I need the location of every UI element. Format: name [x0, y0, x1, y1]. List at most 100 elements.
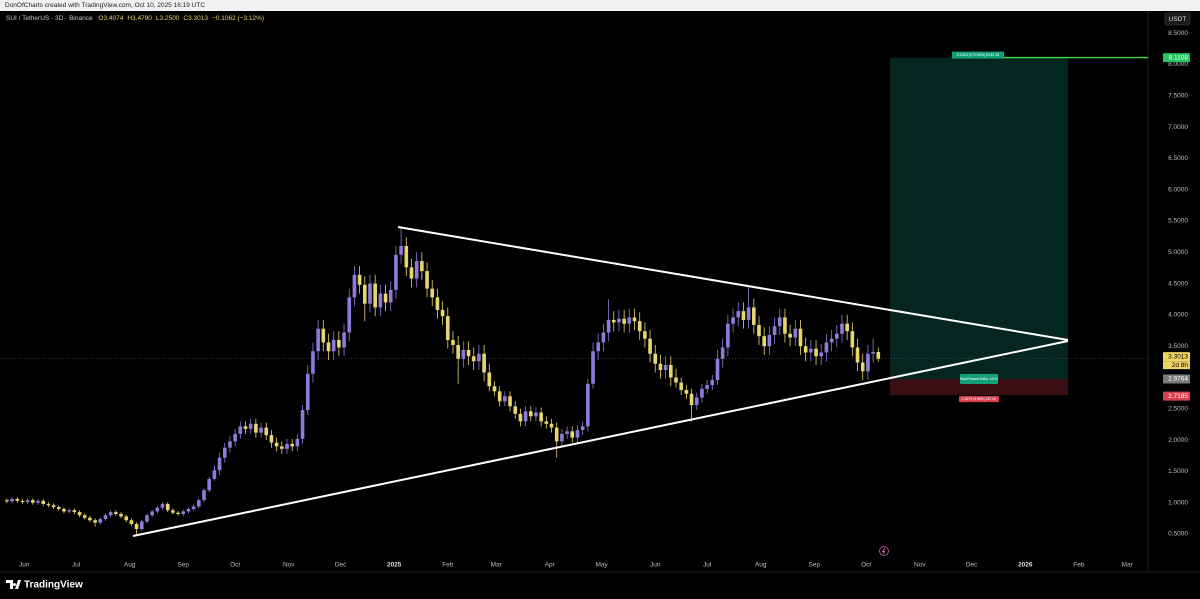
candle-body: [420, 261, 424, 272]
candle-body: [440, 309, 445, 317]
ohlc-value: C3.3013: [183, 15, 208, 22]
candle-body: [653, 353, 658, 364]
candle-body: [508, 396, 512, 407]
candle-body: [456, 344, 460, 359]
candle-body: [197, 500, 201, 507]
tradingview-logo[interactable]: TradingView: [6, 580, 83, 591]
candle-body: [259, 427, 263, 433]
candle-body: [139, 521, 144, 529]
x-tick-label: Nov: [283, 562, 295, 569]
event-marker[interactable]: [879, 546, 889, 556]
candle-body: [357, 274, 362, 285]
candle-body: [871, 352, 875, 354]
candle-body: [279, 446, 284, 449]
candle-body: [15, 498, 20, 501]
candle-body: [165, 503, 170, 511]
candle-body: [731, 317, 735, 324]
attribution: DonOfCharts created with TradingView.com…: [5, 2, 206, 9]
candle-body: [679, 382, 684, 391]
ohlc-value: H3.4790: [127, 15, 152, 22]
y-tick-label: 5.0000: [1168, 249, 1188, 256]
candle-body: [445, 316, 450, 340]
candle-body: [368, 283, 372, 304]
candle-body: [337, 339, 341, 348]
target-label: 5.1344 (172.50%) 5134.40: [957, 53, 1000, 57]
ohlc-value: L3.2500: [155, 15, 180, 22]
candle-body: [648, 338, 652, 354]
candle-body: [720, 347, 725, 359]
candle-body: [611, 319, 616, 323]
candle-body: [36, 500, 40, 503]
y-tick-label: 4.5000: [1168, 280, 1188, 287]
y-tick-label: 6.5000: [1168, 155, 1188, 162]
candle-body: [311, 351, 315, 374]
logo-text: TradingView: [24, 580, 83, 591]
candle-body: [394, 254, 398, 290]
candle-body: [51, 505, 56, 508]
candle-body: [41, 500, 46, 504]
candle-body: [425, 271, 429, 289]
candle-body: [25, 500, 30, 503]
candle-body: [560, 433, 564, 442]
candle-body: [840, 323, 844, 334]
candle-body: [295, 438, 300, 447]
ohlc-value: −0.1062 (−3.12%): [212, 15, 265, 22]
candle-body: [736, 311, 741, 318]
entry-price-box: [1163, 374, 1190, 384]
y-tick-label: 2.5000: [1168, 406, 1188, 413]
candle-body: [243, 426, 248, 429]
candle-body: [617, 318, 621, 323]
currency-box: [1164, 12, 1191, 26]
candle-body: [798, 328, 803, 347]
candle-body: [834, 333, 839, 339]
candle-body: [477, 353, 481, 362]
y-tick-label: 5.5000: [1168, 218, 1188, 225]
candle-body: [31, 500, 35, 503]
candle-body: [866, 353, 870, 372]
entry-label-box: [960, 373, 998, 384]
candle-body: [503, 396, 507, 402]
last-price-box: [1163, 352, 1190, 362]
candle-body: [160, 503, 165, 508]
last-price-text: 3.3013: [1168, 353, 1188, 360]
candle-body: [342, 332, 346, 348]
candle-body: [793, 328, 798, 338]
candle-body: [98, 518, 103, 523]
candle-body: [461, 349, 466, 359]
candle-body: [632, 317, 637, 322]
candle-body: [586, 383, 590, 427]
candle-body: [803, 346, 808, 353]
candle-body: [694, 397, 699, 406]
x-tick-label: Dec: [966, 562, 978, 569]
candle-body: [876, 352, 881, 359]
entry-label: Risk/Reward Ratio: 19.91: [960, 377, 999, 381]
y-tick-label: 7.0000: [1168, 124, 1188, 131]
candle-body: [176, 512, 180, 514]
candle-body: [326, 342, 331, 352]
candle-body: [451, 339, 455, 345]
x-tick-label: Oct: [230, 562, 240, 569]
stop-price-box: [1163, 391, 1190, 401]
candle-body: [466, 349, 471, 357]
candle-body: [757, 324, 761, 337]
candle-body: [580, 426, 585, 431]
logo-icon: [6, 580, 21, 589]
candle-body: [482, 353, 486, 373]
candle-body: [726, 323, 730, 348]
currency-label: USDT: [1169, 16, 1187, 23]
candle-body: [207, 478, 212, 491]
symbol-legend: SUI / TetherUS · 3D · Binance O3.4074 H3.…: [6, 15, 264, 22]
candle-body: [814, 348, 818, 357]
target-price-box: [1163, 53, 1190, 63]
candle-body: [637, 321, 642, 332]
x-tick-label: Jul: [72, 562, 81, 569]
candle-body: [228, 441, 232, 448]
candle-body: [93, 520, 97, 523]
candle-body: [855, 347, 860, 363]
candle-body: [860, 362, 865, 372]
x-tick-label: Oct: [861, 562, 871, 569]
candle-body: [46, 503, 51, 506]
candle-body: [222, 447, 227, 458]
candle-body: [788, 333, 792, 338]
